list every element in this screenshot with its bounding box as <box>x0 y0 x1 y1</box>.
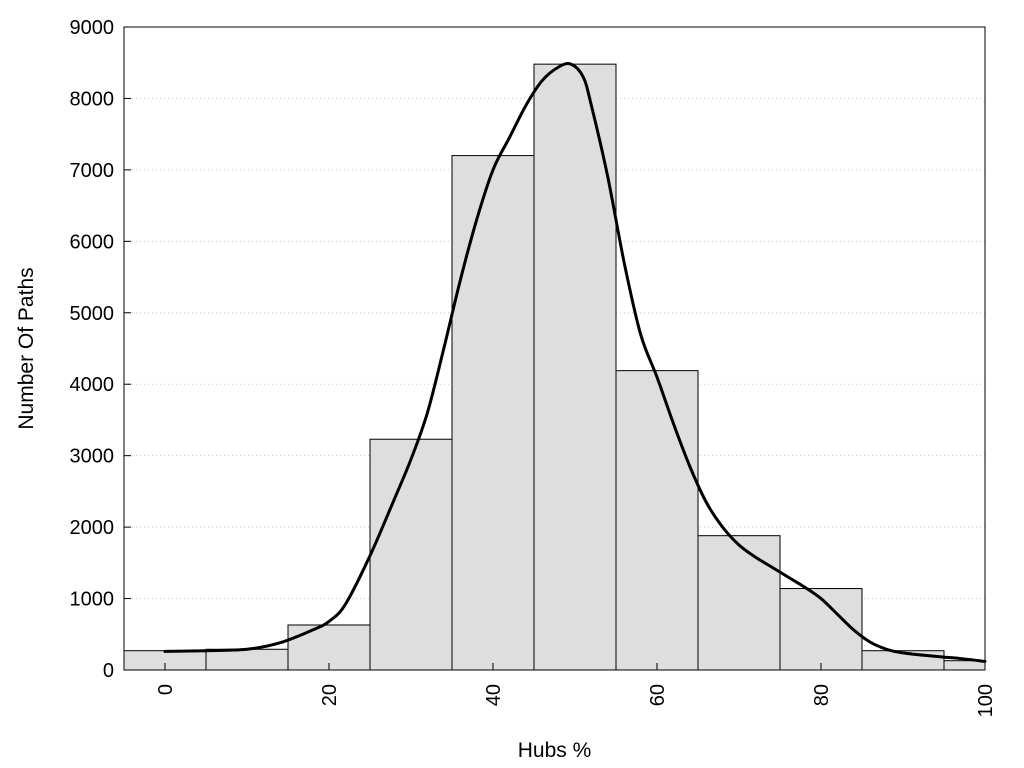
y-tick-label: 6000 <box>70 231 115 253</box>
y-tick-label: 8000 <box>70 88 115 110</box>
y-tick-label: 3000 <box>70 446 115 468</box>
y-tick-label: 9000 <box>70 17 115 39</box>
x-tick-label: 60 <box>647 684 669 706</box>
y-tick-label: 7000 <box>70 160 115 182</box>
y-tick-label: 1000 <box>70 589 115 611</box>
y-tick-label: 0 <box>103 660 114 682</box>
histogram-bar <box>697 535 781 671</box>
plot-frame <box>123 26 986 671</box>
histogram-bar <box>451 155 535 671</box>
y-tick-label: 4000 <box>70 374 115 396</box>
histogram-bar <box>205 648 289 671</box>
histogram-bar <box>779 588 863 671</box>
x-tick-label: 100 <box>975 684 997 717</box>
y-tick-label: 5000 <box>70 303 115 325</box>
y-axis-label: Number Of Paths <box>15 267 38 429</box>
y-axis-ticks: 0 1000 2000 3000 4000 5000 6000 7000 8000 9000 <box>70 17 131 682</box>
x-tick-label: 80 <box>811 684 833 706</box>
histogram-bars <box>123 63 986 671</box>
x-tick-label: 40 <box>483 684 505 706</box>
histogram-bar <box>615 370 699 671</box>
y-tick-label: 2000 <box>70 517 115 539</box>
x-axis-label: Hubs % <box>518 739 592 762</box>
x-tick-label: 0 <box>155 684 177 695</box>
x-tick-label: 20 <box>319 684 341 706</box>
histogram-bar <box>533 63 617 671</box>
x-axis-ticks: 0 20 40 60 80 100 <box>155 663 997 717</box>
density-curve <box>163 62 987 663</box>
histogram-bar <box>287 624 371 671</box>
histogram-bar <box>369 438 453 671</box>
